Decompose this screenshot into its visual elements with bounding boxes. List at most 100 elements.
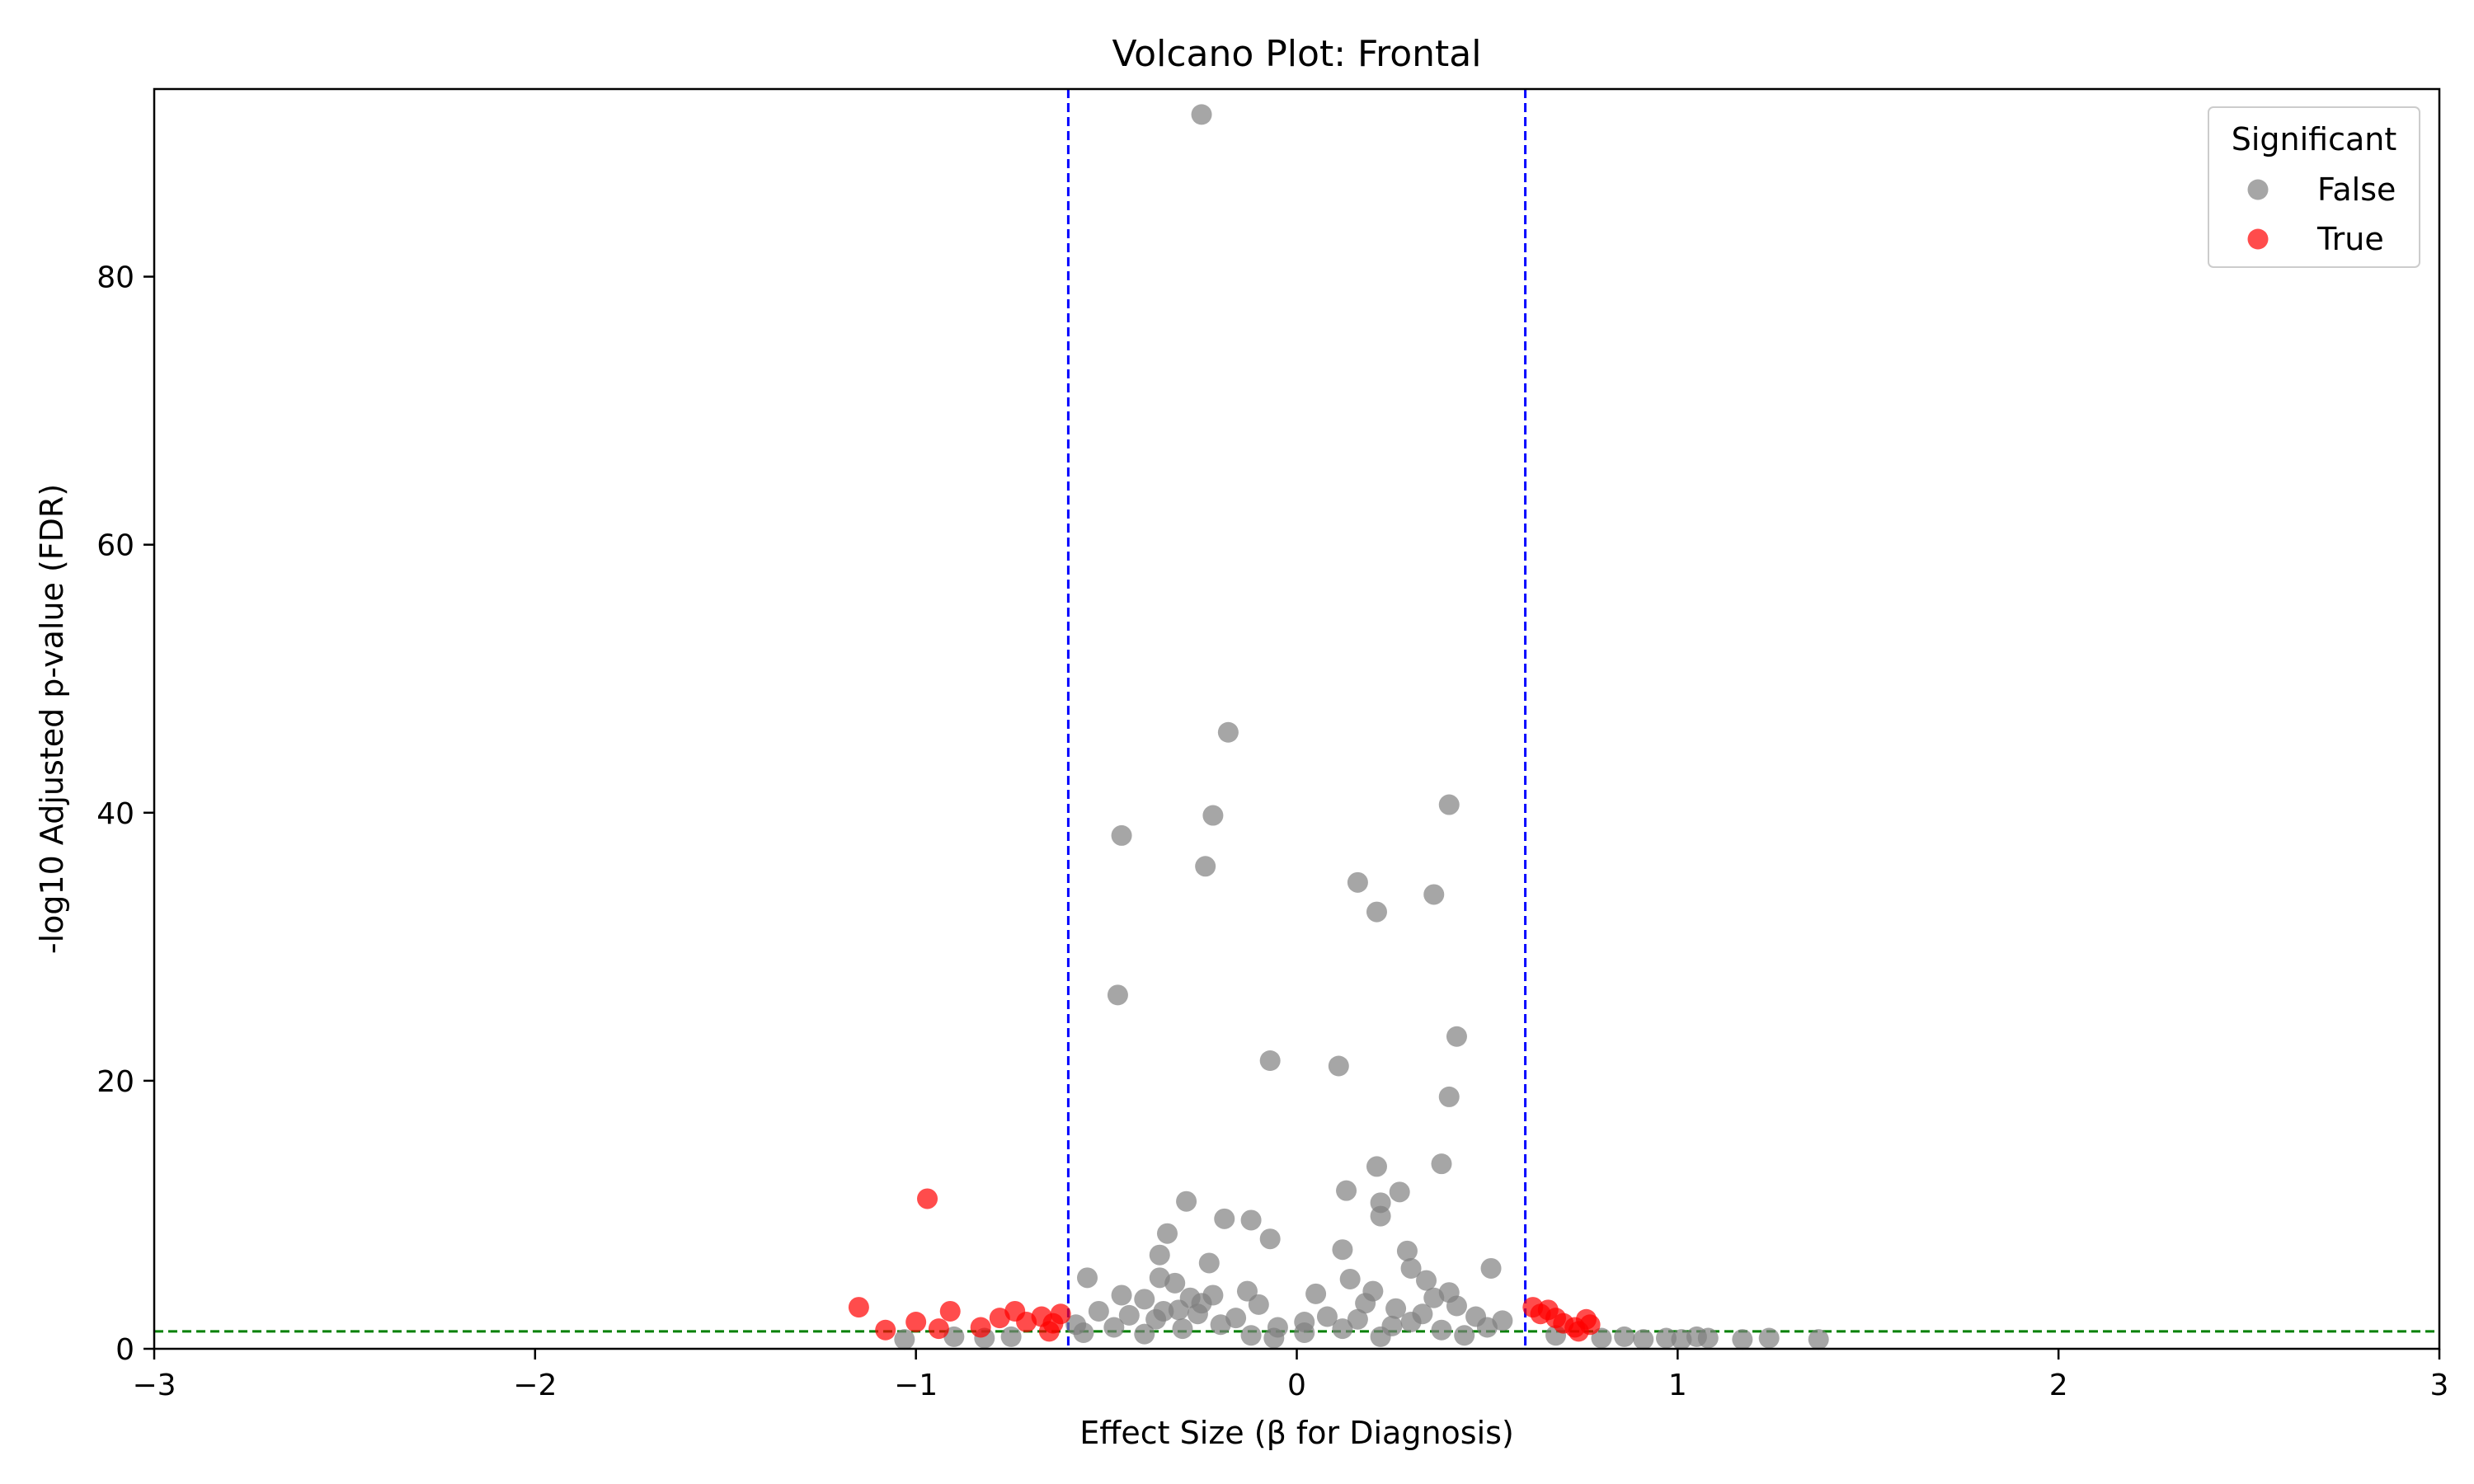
x-axis-title: Effect Size (β for Diagnosis) [1079,1415,1514,1451]
x-tick-label: 2 [2049,1369,2068,1402]
data-point-false [943,1326,965,1347]
data-point-false [1217,721,1239,743]
legend-marker-false [2247,179,2269,200]
x-tick-label: 3 [2430,1369,2449,1402]
data-point-false [1808,1329,1829,1350]
data-point-false [1446,1026,1467,1047]
data-point-false [1446,1295,1467,1317]
data-point-false [1294,1311,1315,1332]
x-tick-label: −2 [513,1369,557,1402]
data-point-false [1111,1284,1132,1306]
data-point-true [905,1311,927,1332]
data-point-false [1355,1293,1376,1314]
x-tick-label: 1 [1668,1369,1687,1402]
x-tick-label: −1 [894,1369,938,1402]
legend-label-false: False [2317,171,2396,208]
legend: Significant False True [2208,106,2420,268]
data-point-false [1134,1323,1155,1345]
data-point-false [1236,1280,1258,1302]
data-point-false [1370,1326,1391,1347]
legend-entries: False True [2247,171,2396,257]
data-point-false [1316,1306,1338,1327]
data-point-false [1347,1308,1368,1330]
data-point-false [1156,1223,1178,1244]
data-point-false [1000,1326,1022,1347]
data-point-false [1671,1329,1692,1350]
data-point-false [1214,1208,1235,1229]
data-point-false [1431,1153,1452,1175]
data-point-false [1476,1317,1498,1338]
data-point-false [1191,104,1212,125]
data-point-false [1366,901,1387,923]
data-point-false [1389,1181,1410,1203]
data-point-false [1396,1240,1418,1261]
data-point-false [1758,1327,1780,1349]
data-point-false [1366,1156,1387,1177]
y-tick-label: 20 [96,1065,134,1099]
y-axis-title: -log10 Adjusted p-value (FDR) [34,484,70,954]
data-point-false [1259,1050,1281,1072]
data-point-false [1385,1298,1407,1319]
data-point-false [1480,1257,1502,1279]
data-point-true [939,1300,961,1322]
legend-label-true: True [2316,221,2384,257]
data-point-false [1176,1190,1197,1212]
data-point-false [1431,1319,1452,1341]
data-point-false [1248,1294,1269,1315]
data-point-false [1240,1325,1262,1346]
y-tick-label: 80 [96,261,134,295]
data-point-false [1336,1180,1357,1201]
data-point-true [928,1318,949,1340]
data-point-false [1134,1289,1155,1310]
data-point-false [1697,1327,1719,1349]
data-point-false [1172,1318,1193,1340]
data-point-false [1076,1267,1098,1289]
data-point-false [1107,984,1128,1006]
data-point-false [894,1329,915,1350]
data-point-true [875,1319,896,1341]
reference-lines-layer [154,89,2439,1349]
y-tick-label: 0 [115,1333,134,1367]
data-point-true [1038,1321,1060,1342]
data-point-false [1332,1239,1353,1261]
data-point-false [1591,1327,1612,1349]
legend-marker-true [2247,228,2269,250]
data-point-false [1328,1055,1349,1077]
data-point-false [1655,1327,1677,1349]
data-point-false [1149,1244,1170,1266]
data-point-false [1202,805,1224,826]
data-point-false [1400,1311,1422,1332]
legend-title: Significant [2232,121,2397,157]
y-tick-label: 40 [96,797,134,831]
data-point-false [1263,1327,1285,1349]
axes-layer: −3 −2 −1 0 1 2 3 0 20 40 60 80 [96,261,2448,1402]
data-point-true [848,1297,869,1318]
data-point-false [1370,1205,1391,1227]
data-point-false [1118,1304,1140,1326]
data-point-false [1416,1270,1437,1291]
data-point-false [1088,1300,1109,1322]
data-point-false [1614,1326,1635,1347]
data-point-false [1198,1252,1220,1274]
data-point-false [1732,1329,1753,1350]
data-point-false [1187,1303,1208,1325]
data-point-false [1633,1329,1654,1350]
legend-box [2208,106,2420,268]
data-point-false [1438,1086,1460,1107]
chart-title: Volcano Plot: Frontal [1112,33,1482,75]
data-point-false [1454,1325,1475,1346]
data-point-false [1339,1268,1361,1289]
data-point-false [1423,1287,1445,1308]
data-point-false [1400,1257,1422,1279]
x-tick-label: 0 [1287,1369,1306,1402]
data-point-true [1050,1303,1071,1325]
data-point-false [1210,1314,1231,1336]
data-point-false [1332,1318,1353,1340]
x-tick-label: −3 [132,1369,176,1402]
data-point-false [1111,824,1132,846]
data-point-true [970,1317,991,1338]
data-point-false [1259,1228,1281,1250]
data-point-false [1164,1272,1186,1294]
